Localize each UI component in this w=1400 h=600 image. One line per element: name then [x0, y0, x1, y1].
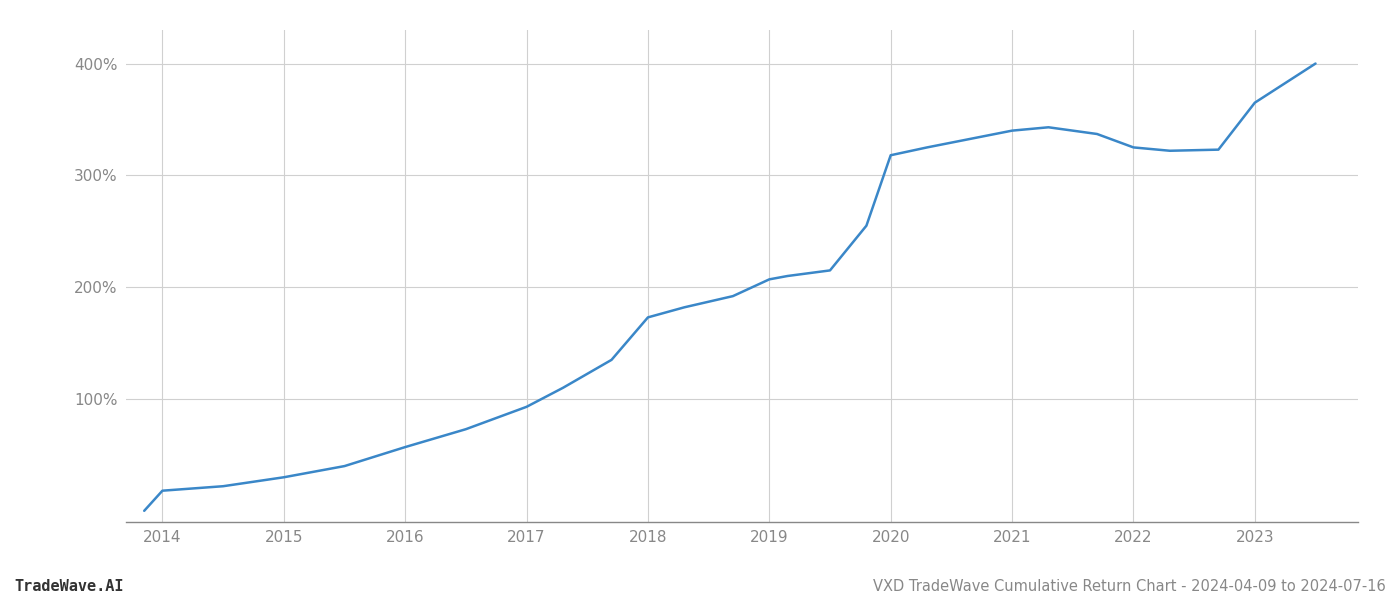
- Text: TradeWave.AI: TradeWave.AI: [14, 579, 123, 594]
- Text: VXD TradeWave Cumulative Return Chart - 2024-04-09 to 2024-07-16: VXD TradeWave Cumulative Return Chart - …: [874, 579, 1386, 594]
